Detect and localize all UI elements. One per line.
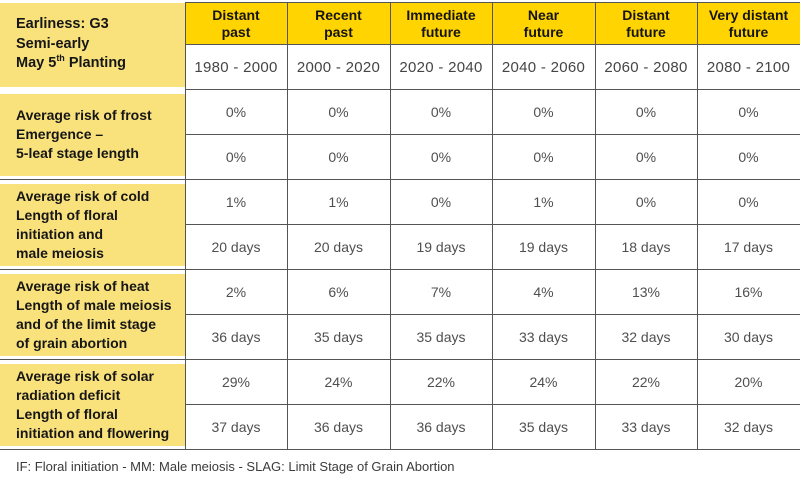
group-label-frost: Average risk of frost Emergence – 5-leaf…: [0, 89, 186, 180]
column-header-distant-future: Distant future: [594, 2, 698, 45]
value-cell: 24%: [491, 359, 596, 405]
corner-line-earliness: Earliness: G3: [16, 16, 109, 33]
value-cell: 4%: [491, 269, 596, 315]
value-cell: 0%: [389, 134, 493, 180]
group-label-text: Average risk of solar radiation deficit …: [0, 364, 185, 446]
value-cell: 0%: [594, 89, 698, 135]
value-cell: 22%: [594, 359, 698, 405]
solar-risk-row: Average risk of solar radiation deficit …: [0, 359, 800, 450]
value-cell: 0%: [184, 134, 288, 180]
period-cell: 2040 - 2060: [491, 44, 596, 90]
value-cell: 13%: [594, 269, 698, 315]
value-cell: 20 days: [184, 224, 288, 270]
value-cell: 30 days: [696, 314, 800, 360]
value-cell: 35 days: [389, 314, 493, 360]
column-header-distant-past: Distant past: [184, 2, 288, 45]
value-cell: 0%: [696, 134, 800, 180]
value-cell: 37 days: [184, 404, 288, 450]
value-cell: 36 days: [184, 314, 288, 360]
group-label-solar: Average risk of solar radiation deficit …: [0, 359, 186, 450]
period-row: 1980 - 2000 2000 - 2020 2020 - 2040 2040…: [0, 44, 800, 90]
value-cell: 6%: [286, 269, 391, 315]
cold-risk-row: Average risk of cold Length of floral in…: [0, 179, 800, 270]
value-cell: 0%: [696, 179, 800, 225]
value-cell: 0%: [491, 134, 596, 180]
group-label-heat: Average risk of heat Length of male meio…: [0, 269, 186, 360]
header-row: Earliness: G3 Semi-early May 5th Plantin…: [0, 2, 800, 90]
group-label-text: Average risk of heat Length of male meio…: [0, 274, 185, 356]
value-cell: 24%: [286, 359, 391, 405]
column-header-immediate-future: Immediate future: [389, 2, 493, 45]
group-label-cold: Average risk of cold Length of floral in…: [0, 179, 186, 270]
planting-word: Planting: [64, 55, 127, 72]
period-cell: 2000 - 2020: [286, 44, 391, 90]
frost-risk-row: Average risk of frost Emergence – 5-leaf…: [0, 89, 800, 180]
value-cell: 32 days: [594, 314, 698, 360]
value-cell: 0%: [389, 179, 493, 225]
value-cell: 16%: [696, 269, 800, 315]
value-cell: 1%: [286, 179, 391, 225]
planting-date: May 5: [16, 55, 57, 72]
value-cell: 32 days: [696, 404, 800, 450]
value-cell: 0%: [696, 89, 800, 135]
value-cell: 33 days: [491, 314, 596, 360]
value-cell: 1%: [491, 179, 596, 225]
value-cell: 33 days: [594, 404, 698, 450]
value-cell: 20%: [696, 359, 800, 405]
value-cell: 29%: [184, 359, 288, 405]
value-cell: 0%: [286, 89, 391, 135]
value-cell: 1%: [184, 179, 288, 225]
value-cell: 2%: [184, 269, 288, 315]
period-cell: 2060 - 2080: [594, 44, 698, 90]
value-cell: 36 days: [286, 404, 391, 450]
value-cell: 0%: [184, 89, 288, 135]
value-cell: 35 days: [286, 314, 391, 360]
column-header-very-distant-future: Very distant future: [696, 2, 800, 45]
column-header-recent-past: Recent past: [286, 2, 391, 45]
value-cell: 0%: [594, 179, 698, 225]
corner-line-planting: May 5th Planting: [16, 54, 185, 74]
value-cell: 20 days: [286, 224, 391, 270]
corner-line-semiearly: Semi-early: [16, 35, 90, 52]
value-cell: 0%: [286, 134, 391, 180]
heat-risk-row: Average risk of heat Length of male meio…: [0, 269, 800, 360]
climate-risk-table: Earliness: G3 Semi-early May 5th Plantin…: [0, 2, 800, 450]
value-cell: 19 days: [491, 224, 596, 270]
period-cell: 2080 - 2100: [696, 44, 800, 90]
value-cell: 22%: [389, 359, 493, 405]
column-header-near-future: Near future: [491, 2, 596, 45]
value-cell: 0%: [594, 134, 698, 180]
corner-cell: Earliness: G3 Semi-early May 5th Plantin…: [0, 2, 186, 90]
solar-length-row: 37 days 36 days 36 days 35 days 33 days …: [0, 404, 800, 450]
value-cell: 7%: [389, 269, 493, 315]
value-cell: 35 days: [491, 404, 596, 450]
heat-length-row: 36 days 35 days 35 days 33 days 32 days …: [0, 314, 800, 360]
value-cell: 0%: [389, 89, 493, 135]
cold-length-row: 20 days 20 days 19 days 19 days 18 days …: [0, 224, 800, 270]
group-label-text: Average risk of cold Length of floral in…: [0, 184, 185, 266]
planting-date-ordinal: th: [56, 53, 65, 64]
value-cell: 19 days: [389, 224, 493, 270]
value-cell: 36 days: [389, 404, 493, 450]
period-cell: 2020 - 2040: [389, 44, 493, 90]
group-label-text: Average risk of frost Emergence – 5-leaf…: [0, 93, 185, 176]
value-cell: 17 days: [696, 224, 800, 270]
frost-length-row: 0% 0% 0% 0% 0% 0%: [0, 134, 800, 180]
value-cell: 0%: [491, 89, 596, 135]
footnote: IF: Floral initiation - MM: Male meiosis…: [16, 459, 455, 474]
corner-block: Earliness: G3 Semi-early May 5th Plantin…: [0, 2, 185, 87]
value-cell: 18 days: [594, 224, 698, 270]
period-cell: 1980 - 2000: [184, 44, 288, 90]
